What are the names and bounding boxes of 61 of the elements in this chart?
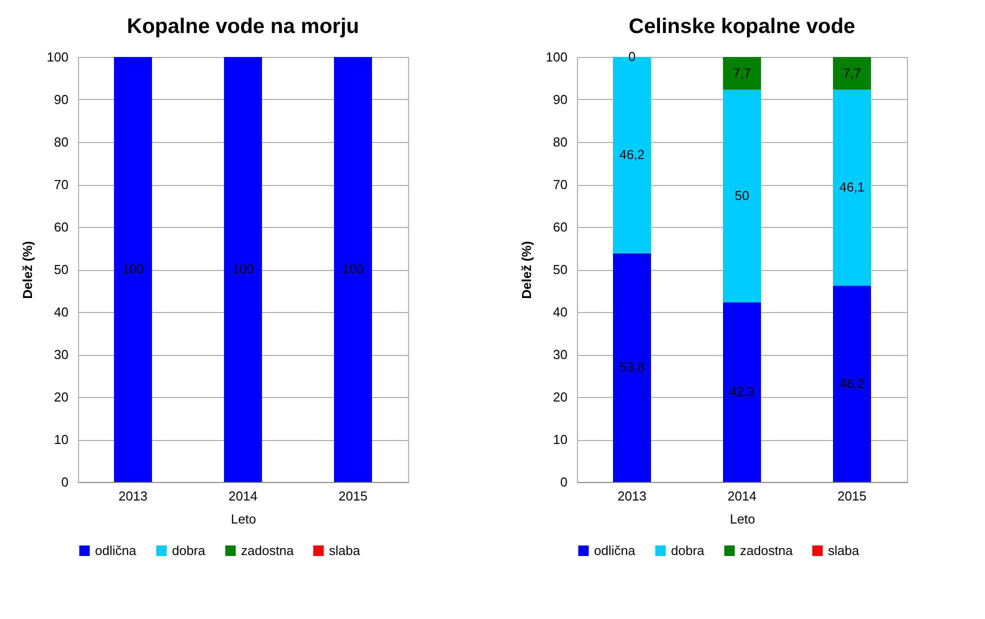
- data-label: 0: [628, 49, 636, 64]
- y-tick-label: 100: [546, 50, 568, 64]
- bar: [723, 57, 761, 90]
- data-label: 46,2: [839, 376, 865, 391]
- y-tick-label: 20: [553, 390, 568, 404]
- x-tick-label: 2013: [118, 488, 148, 504]
- data-label: 100: [232, 262, 254, 276]
- legend-label: odlična: [594, 542, 636, 558]
- x-tick-label: 2015: [338, 488, 368, 504]
- data-label: 100: [342, 262, 364, 276]
- y-axis-title: Delež (%): [20, 241, 35, 299]
- data-label: 50: [734, 188, 750, 203]
- x-tick-label: 2015: [838, 488, 866, 504]
- data-label: 100: [122, 262, 144, 276]
- y-tick-label: 100: [46, 50, 68, 64]
- y-tick-label: 80: [54, 134, 68, 150]
- y-tick-label: 0: [61, 474, 68, 490]
- y-tick-label: 30: [54, 347, 68, 362]
- y-tick-label: 10: [54, 432, 68, 447]
- y-tick-label: 10: [553, 432, 568, 447]
- data-label: 53,8: [619, 360, 645, 375]
- data-label: 42,3: [729, 384, 755, 400]
- legend-label: slaba: [828, 542, 860, 558]
- x-tick-label: 2013: [618, 488, 646, 504]
- y-tick-label: 70: [54, 177, 68, 192]
- y-tick-label: 50: [54, 262, 68, 277]
- chart-title: Celinske kopalne vode: [628, 15, 856, 38]
- y-tick-label: 60: [54, 220, 68, 234]
- legend-label: odlična: [95, 542, 137, 558]
- legend-label: dobra: [172, 542, 206, 558]
- data-label: 46,2: [619, 147, 645, 162]
- x-axis-title: Leto: [230, 512, 256, 526]
- y-tick-label: 40: [54, 304, 68, 320]
- y-tick-label: 90: [553, 92, 568, 107]
- y-tick-label: 0: [560, 474, 568, 490]
- bar: [833, 57, 871, 90]
- x-tick-label: 2014: [728, 488, 756, 504]
- bar: [833, 90, 871, 286]
- legend-label: zadostna: [740, 542, 794, 558]
- y-tick-label: 60: [553, 220, 568, 234]
- bar: [613, 253, 651, 482]
- x-axis-title: Leto: [730, 512, 756, 526]
- data-label: 7,7: [732, 65, 752, 80]
- y-tick-label: 40: [553, 304, 568, 320]
- y-axis-title: Delež (%): [518, 241, 534, 299]
- y-tick-label: 20: [54, 390, 68, 404]
- legend-label: slaba: [329, 542, 361, 558]
- chart-title: Kopalne vode na morju: [126, 15, 360, 38]
- data-label: 7,7: [842, 65, 862, 80]
- bar: [723, 302, 761, 482]
- bar: [833, 286, 871, 482]
- x-tick-label: 2014: [228, 488, 258, 504]
- y-tick-label: 90: [54, 92, 68, 107]
- y-tick-label: 50: [553, 262, 568, 277]
- legend-label: zadostna: [241, 542, 295, 558]
- bar: [723, 90, 761, 302]
- legend-label: dobra: [671, 542, 706, 558]
- data-label: 46,1: [839, 180, 865, 195]
- y-tick-label: 80: [553, 134, 568, 150]
- y-tick-label: 30: [553, 347, 568, 362]
- y-tick-label: 70: [553, 177, 568, 192]
